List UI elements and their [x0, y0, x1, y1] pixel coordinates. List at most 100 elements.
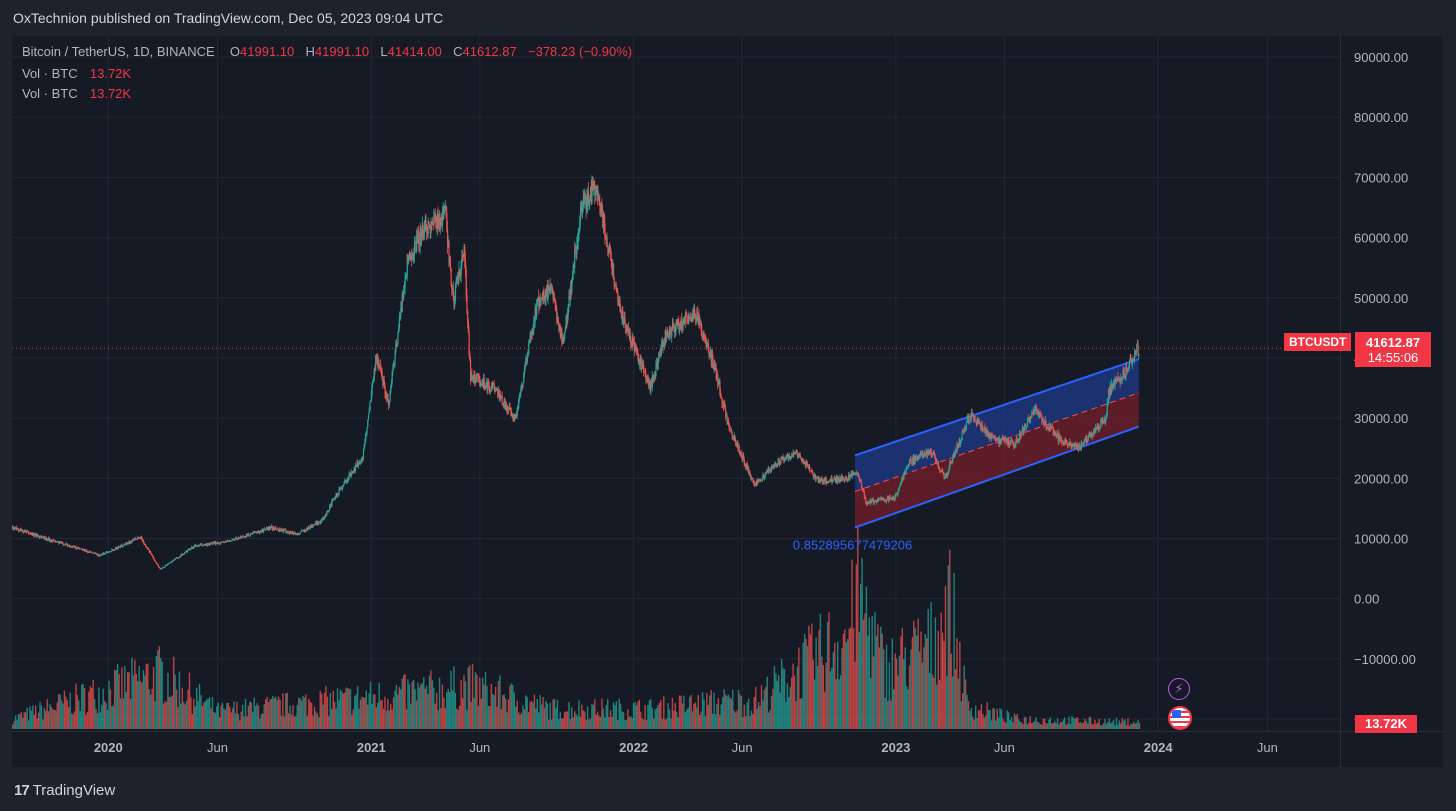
candle-body	[249, 535, 251, 537]
volume-bar	[283, 716, 286, 729]
volume-bar	[124, 665, 126, 729]
candle-body	[553, 298, 555, 299]
volume-legend-1[interactable]: Vol · BTC 13.72K	[22, 66, 131, 81]
price-axis[interactable]: 90000.0080000.0070000.0060000.0050000.00…	[1354, 50, 1416, 727]
candle-body	[476, 374, 478, 382]
volume-bar	[329, 693, 332, 729]
candle-body	[810, 470, 812, 472]
candle-body	[1064, 439, 1067, 442]
candle-body	[625, 324, 628, 333]
candle-body	[716, 374, 718, 379]
candle-body	[1066, 441, 1068, 445]
candle-body	[814, 474, 816, 476]
chart-canvas[interactable]: 90000.0080000.0070000.0060000.0050000.00…	[12, 36, 1443, 767]
candle-body	[1118, 377, 1121, 381]
tradingview-logo[interactable]: 17 TradingView	[14, 782, 115, 799]
volume-bar	[854, 661, 856, 729]
candle-body	[490, 386, 493, 390]
candle-body	[743, 459, 745, 465]
volume-bar	[1128, 725, 1131, 729]
volume-bar	[704, 715, 707, 729]
volume-bar	[379, 700, 382, 729]
volume-bar	[464, 681, 467, 729]
candle-body	[115, 547, 117, 549]
volume-bar	[321, 693, 323, 729]
volume-bar	[394, 690, 396, 729]
volume-legend-2[interactable]: Vol · BTC 13.72K	[22, 86, 131, 101]
candle-body	[935, 460, 937, 462]
candle-body	[210, 542, 212, 545]
price-tick-label: 0.00	[1354, 592, 1379, 607]
volume-bar	[80, 684, 83, 729]
volume-bar	[709, 695, 711, 729]
candle-body	[431, 222, 434, 224]
candle-body	[991, 433, 993, 436]
volume-bar	[414, 689, 416, 729]
regression-channel[interactable]	[854, 358, 1140, 529]
candle-body	[628, 329, 630, 334]
volume-bar	[916, 635, 918, 729]
volume-bar	[361, 696, 363, 729]
candle-body	[624, 318, 626, 326]
candle-body	[651, 376, 653, 387]
candle-body	[485, 385, 487, 388]
volume-bar	[333, 701, 336, 729]
candle-body	[1136, 345, 1139, 348]
volume-bar	[75, 683, 77, 729]
candle-body	[39, 537, 41, 539]
candle-body	[365, 432, 367, 434]
volume-bar	[766, 676, 768, 729]
candle-body	[517, 408, 519, 410]
volume-bar	[545, 701, 547, 729]
candle-body	[507, 408, 509, 411]
volume-bar	[1112, 719, 1115, 729]
candle-body	[512, 413, 514, 419]
candle-body	[497, 389, 499, 397]
candle-body	[43, 537, 45, 538]
candle-body	[127, 542, 130, 544]
volume-bar	[389, 703, 392, 729]
volume-bar	[509, 685, 511, 729]
symbol-legend[interactable]: Bitcoin / TetherUS, 1D, BINANCE O41991.1…	[22, 44, 632, 59]
chart-pane[interactable]: 90000.00 80000.00 70000.00 60000.00 50000.00…	[12, 36, 1443, 767]
candle-body	[747, 466, 749, 471]
time-axis[interactable]: 2020 Jun 2021 Jun 2022 Jun 2023 Jun 2024 Jun	[94, 740, 1278, 755]
us-flag-icon[interactable]	[1168, 706, 1192, 730]
candle-body	[188, 549, 191, 550]
candle-body	[533, 321, 536, 323]
price-tick-label: −10000.00	[1354, 652, 1416, 667]
candle-body	[320, 520, 322, 523]
volume-bar	[469, 665, 471, 729]
volume-bar	[216, 706, 218, 729]
candle-body	[83, 549, 85, 550]
price-candles	[12, 175, 1140, 570]
candle-body	[340, 486, 342, 490]
candle-body	[1120, 376, 1122, 383]
candle-body	[577, 241, 579, 245]
candle-body	[245, 534, 247, 538]
candle-body	[374, 369, 376, 371]
candle-body	[612, 263, 614, 276]
candle-body	[561, 337, 564, 343]
candle-body	[473, 373, 475, 380]
candle-body	[423, 222, 426, 234]
candle-body	[811, 470, 813, 472]
volume-bar	[884, 697, 886, 729]
candle-body	[101, 554, 103, 556]
lightning-icon[interactable]: ⚡	[1168, 678, 1190, 700]
candle-body	[1030, 417, 1032, 419]
candle-body	[765, 473, 767, 475]
candle-body	[315, 521, 317, 524]
time-tick-label: Jun	[469, 740, 490, 755]
candle-body	[879, 498, 881, 500]
candle-body	[730, 429, 733, 433]
volume-bar	[951, 676, 954, 729]
candle-body	[49, 540, 51, 542]
candle-body	[933, 453, 935, 455]
candle-body	[778, 461, 781, 465]
candle-body	[74, 546, 76, 548]
candle-body	[749, 472, 751, 475]
candle-body	[1086, 441, 1088, 443]
volume-bar	[504, 698, 507, 729]
candle-body	[440, 217, 442, 227]
